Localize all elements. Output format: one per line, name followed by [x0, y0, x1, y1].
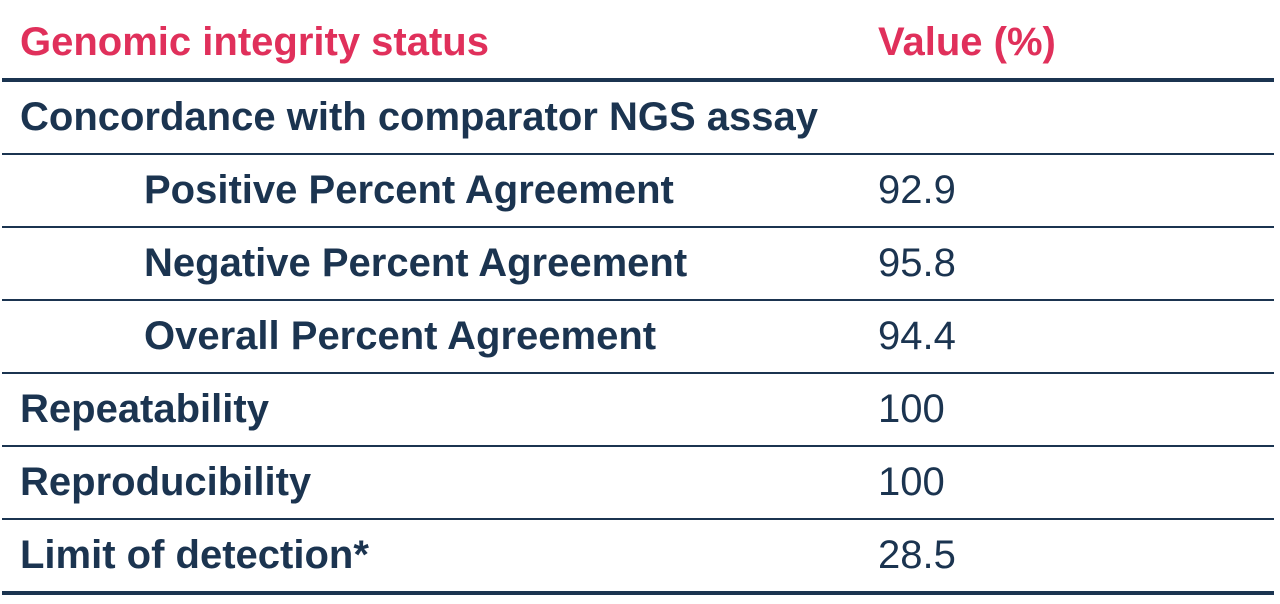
row-value: 92.9	[878, 168, 956, 212]
row-label: Overall Percent Agreement	[144, 314, 657, 358]
row-label: Negative Percent Agreement	[144, 241, 688, 285]
header-genomic-integrity-status: Genomic integrity status	[20, 20, 489, 64]
row-label: Repeatability	[20, 387, 269, 431]
table-header: Genomic integrity status Value (%)	[2, 0, 1274, 82]
genomic-integrity-table: Genomic integrity status Value (%) Conco…	[2, 0, 1274, 595]
row-label: Limit of detection*	[20, 533, 369, 577]
row-value: 28.5	[878, 533, 956, 577]
table-row-reproducibility: Reproducibility 100	[2, 447, 1274, 520]
table-row-ppa: Positive Percent Agreement 92.9	[2, 155, 1274, 228]
table-row-limit-of-detection: Limit of detection* 28.5	[2, 520, 1274, 595]
row-value: 100	[878, 387, 945, 431]
header-value-percent: Value (%)	[878, 20, 1056, 64]
row-value: 95.8	[878, 241, 956, 285]
row-label: Positive Percent Agreement	[144, 168, 674, 212]
row-label: Reproducibility	[20, 460, 312, 504]
row-value: 94.4	[878, 314, 956, 358]
row-label: Concordance with comparator NGS assay	[20, 95, 819, 139]
table-row-opa: Overall Percent Agreement 94.4	[2, 301, 1274, 374]
table-row-repeatability: Repeatability 100	[2, 374, 1274, 447]
row-value: 100	[878, 460, 945, 504]
table-row-concordance: Concordance with comparator NGS assay	[2, 82, 1274, 155]
table-row-npa: Negative Percent Agreement 95.8	[2, 228, 1274, 301]
